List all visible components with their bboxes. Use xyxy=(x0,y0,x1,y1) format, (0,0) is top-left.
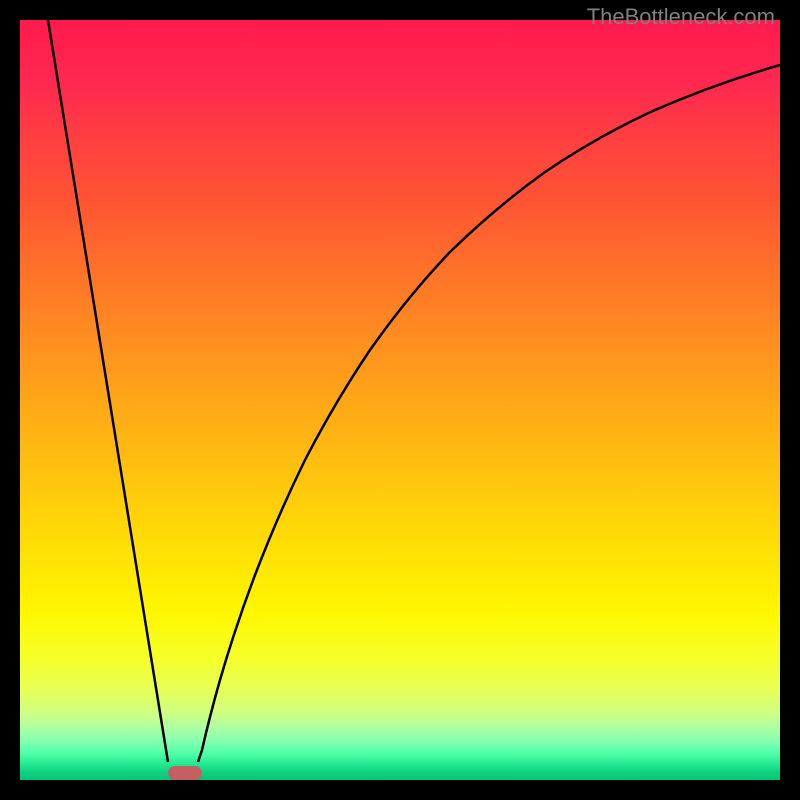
bottleneck-chart xyxy=(20,20,780,780)
chart-svg xyxy=(20,20,780,780)
bottleneck-marker xyxy=(168,766,202,780)
gradient-background xyxy=(20,20,780,780)
watermark-text: TheBottleneck.com xyxy=(587,4,775,30)
marker-group xyxy=(168,766,202,780)
